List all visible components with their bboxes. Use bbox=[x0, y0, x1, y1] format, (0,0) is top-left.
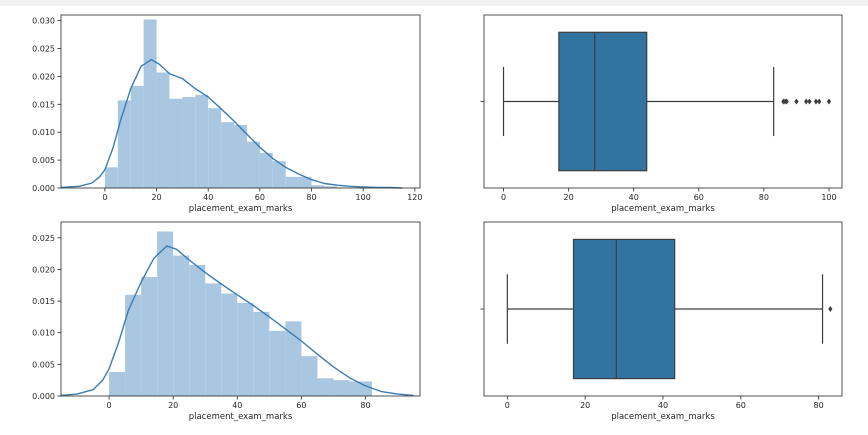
histogram-bar bbox=[157, 231, 174, 396]
histogram-bar bbox=[182, 97, 196, 188]
outlier-point bbox=[828, 306, 833, 312]
histogram-bar bbox=[221, 122, 235, 188]
outlier-point bbox=[794, 98, 799, 105]
histogram-bar bbox=[237, 302, 254, 396]
y-tick-label: 0.020 bbox=[32, 265, 55, 274]
x-tick-label: 40 bbox=[629, 193, 639, 202]
y-tick-label: 0.000 bbox=[32, 184, 55, 193]
axes-frame bbox=[60, 14, 421, 189]
histogram-bar bbox=[311, 185, 325, 188]
x-tick-label: 20 bbox=[168, 401, 178, 410]
x-tick-label: 100 bbox=[821, 193, 836, 202]
histogram-bar bbox=[141, 277, 158, 396]
x-tick-label: 80 bbox=[306, 193, 316, 202]
histogram-bar bbox=[285, 176, 299, 188]
x-axis-label: placement_exam_marks bbox=[611, 204, 715, 214]
axes-frame bbox=[60, 221, 421, 397]
histogram-bar bbox=[259, 152, 273, 188]
outlier-point bbox=[804, 98, 809, 105]
x-tick-label: 0 bbox=[102, 193, 107, 202]
y-tick-label: 0.025 bbox=[32, 234, 55, 243]
histogram-bar bbox=[365, 381, 372, 396]
histogram-bar bbox=[272, 161, 286, 188]
histogram-bar bbox=[143, 19, 157, 189]
y-tick-label: 0.000 bbox=[32, 392, 55, 401]
x-tick-label: 40 bbox=[203, 193, 213, 202]
x-tick-label: 0 bbox=[107, 401, 112, 410]
kde-line bbox=[60, 58, 402, 189]
y-tick-label: 0.015 bbox=[32, 100, 55, 109]
histogram-bar bbox=[253, 311, 270, 396]
histogram-panel-2: 0.000 0.005 0.010 0.015 0.020 0.025 0 20 40 60 80 p… bbox=[32, 221, 421, 422]
histogram-bar bbox=[169, 98, 183, 188]
x-tick-label: 80 bbox=[759, 193, 769, 202]
x-tick-label: 0 bbox=[505, 401, 510, 410]
outlier-point bbox=[826, 98, 832, 105]
box-iqr bbox=[572, 238, 676, 380]
y-tick-label: 0.015 bbox=[32, 297, 55, 306]
histogram-bar bbox=[104, 167, 118, 188]
x-axis-label: placement_exam_marks bbox=[189, 204, 293, 214]
histogram-bar bbox=[298, 176, 312, 188]
histogram-bar bbox=[117, 100, 131, 188]
histogram-bar bbox=[285, 321, 302, 396]
y-tick-label: 0.005 bbox=[32, 156, 55, 165]
boxplot-panel-3: 0 20 40 60 80 placement_exam_marks bbox=[480, 221, 843, 422]
y-tick-label: 0.025 bbox=[32, 44, 55, 53]
x-tick-label: 20 bbox=[580, 401, 590, 410]
outlier-point bbox=[813, 98, 819, 105]
histogram-bar bbox=[189, 265, 206, 396]
boxplot-panel-1: 0 20 40 60 80 100 placement_exam_marks bbox=[480, 14, 843, 214]
y-tick-label: 0.020 bbox=[32, 72, 55, 81]
x-tick-label: 60 bbox=[736, 401, 746, 410]
y-tick-label: 0.005 bbox=[32, 360, 55, 369]
histogram-bar bbox=[195, 94, 209, 188]
x-tick-label: 40 bbox=[658, 401, 668, 410]
histogram-bar bbox=[269, 330, 286, 396]
x-tick-label: 60 bbox=[255, 193, 265, 202]
x-tick-label: 60 bbox=[694, 193, 704, 202]
x-axis-label: placement_exam_marks bbox=[611, 412, 715, 422]
histogram-bar bbox=[156, 72, 170, 188]
kde-line bbox=[60, 245, 414, 397]
x-tick-label: 120 bbox=[407, 193, 422, 202]
histogram-bar bbox=[109, 371, 126, 396]
y-tick-label: 0.010 bbox=[32, 128, 55, 137]
histogram-bar bbox=[246, 141, 260, 188]
x-tick-label: 60 bbox=[296, 401, 306, 410]
outlier-point bbox=[784, 98, 789, 105]
y-tick-label: 0.030 bbox=[32, 17, 55, 26]
histogram-bar bbox=[208, 108, 222, 188]
histogram-bar bbox=[349, 381, 366, 396]
notebook-output-bar bbox=[0, 0, 868, 6]
x-axis-label: placement_exam_marks bbox=[189, 412, 293, 422]
x-tick-label: 100 bbox=[356, 193, 371, 202]
outlier-point bbox=[807, 98, 812, 105]
histogram-bar bbox=[173, 255, 190, 396]
outlier-point bbox=[817, 98, 822, 105]
histogram-bar bbox=[324, 186, 338, 188]
x-tick-label: 20 bbox=[151, 193, 161, 202]
histogram-bar bbox=[333, 380, 350, 396]
histogram-panel-0: 0.000 0.005 0.010 0.015 0.020 0.025 0.030 0 20 40… bbox=[32, 14, 422, 214]
histogram-bar bbox=[205, 283, 222, 396]
histogram-bar bbox=[130, 85, 144, 188]
histogram-bar bbox=[317, 378, 334, 396]
x-tick-label: 40 bbox=[232, 401, 242, 410]
box-iqr bbox=[558, 31, 648, 172]
x-tick-label: 0 bbox=[501, 193, 506, 202]
x-tick-label: 80 bbox=[360, 401, 370, 410]
histogram-bar bbox=[234, 124, 247, 188]
histogram-bar bbox=[221, 293, 238, 396]
y-tick-label: 0.010 bbox=[32, 329, 55, 338]
x-tick-label: 20 bbox=[564, 193, 574, 202]
histogram-bar bbox=[125, 294, 142, 396]
x-tick-label: 80 bbox=[814, 401, 824, 410]
histogram-bar bbox=[301, 356, 318, 396]
